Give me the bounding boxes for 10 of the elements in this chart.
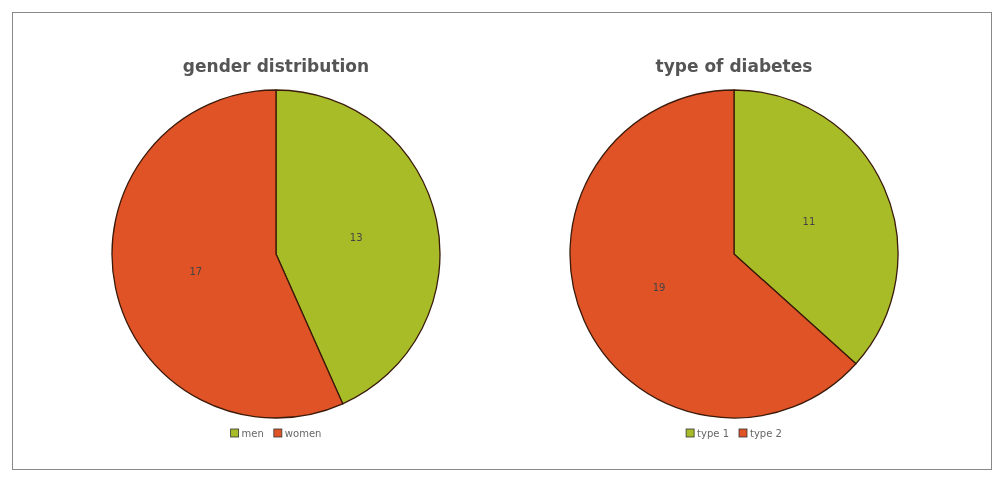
data-label: 19 xyxy=(652,282,666,294)
data-label: 13 xyxy=(349,231,363,243)
legend-label: type 2 xyxy=(750,428,782,439)
chart-title: type of diabetes xyxy=(655,56,813,76)
chart-title: gender distribution xyxy=(182,56,370,76)
legend-label: women xyxy=(284,428,322,439)
legend-label: type 1 xyxy=(697,428,729,439)
legend-label: men xyxy=(241,428,264,439)
data-label: 11 xyxy=(802,215,816,227)
data-label: 17 xyxy=(189,266,203,278)
